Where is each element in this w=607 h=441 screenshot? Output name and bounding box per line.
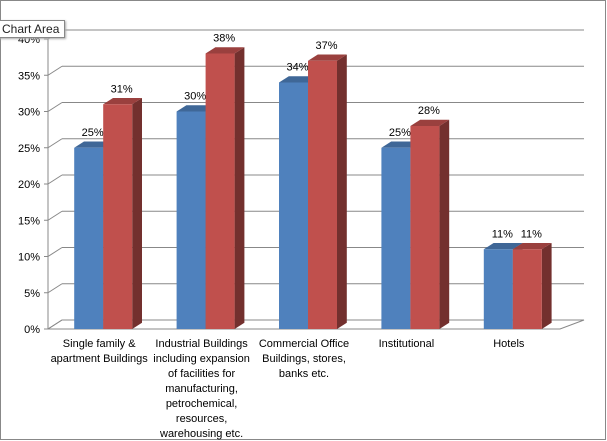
bar-side — [234, 47, 245, 329]
data-label: 28% — [418, 105, 440, 117]
x-tick-label: Hotels — [493, 338, 525, 350]
bar-top — [410, 119, 450, 126]
x-tick-label: Institutional — [378, 338, 435, 350]
bar-side — [541, 242, 552, 329]
bar — [410, 126, 440, 329]
y-tick-label: 5% — [24, 288, 40, 300]
bar-top — [308, 54, 347, 61]
y-tick-label: 25% — [18, 143, 40, 155]
x-tick-label: Commercial Office Buildings, stores, ban… — [258, 338, 350, 380]
grid-depth — [47, 102, 63, 112]
y-tick-label: 15% — [18, 215, 40, 227]
bar-side — [132, 97, 142, 329]
grid-depth — [47, 247, 63, 257]
bar — [483, 249, 513, 329]
data-label: 11% — [521, 228, 542, 240]
grid-depth — [47, 65, 63, 76]
y-tick-label: 20% — [18, 179, 40, 191]
grid-depth — [47, 210, 63, 221]
y-tick-label: 0% — [24, 324, 40, 336]
y-tick-label: 35% — [18, 70, 40, 82]
data-label: 37% — [315, 40, 337, 52]
bar-top — [483, 242, 523, 250]
bar — [279, 82, 308, 329]
y-tick-label: 10% — [18, 252, 40, 264]
bar-side — [337, 54, 347, 329]
grid-depth — [47, 283, 63, 294]
bar — [512, 249, 542, 329]
data-label: 25% — [82, 127, 104, 139]
bar-top — [512, 242, 552, 250]
x-tick-label: Single family & apartment Buildings — [50, 338, 148, 365]
y-tick-label: 30% — [18, 107, 40, 119]
bar-top — [103, 97, 142, 105]
bar-top — [205, 47, 245, 54]
data-label: 25% — [389, 127, 411, 139]
data-label: 38% — [213, 33, 235, 45]
data-label: 11% — [492, 228, 513, 240]
bar — [308, 60, 337, 329]
data-label: 34% — [286, 62, 308, 74]
bar — [176, 111, 206, 329]
bar — [381, 147, 411, 329]
bar — [205, 53, 235, 329]
bar-side — [439, 119, 450, 329]
data-label: 30% — [184, 91, 206, 103]
data-label: 31% — [111, 83, 133, 95]
x-tick-label: Industrial Buildings including expansion… — [153, 338, 250, 440]
bar — [103, 104, 133, 329]
grid-depth — [47, 138, 63, 149]
bar — [74, 147, 104, 329]
grid-depth — [47, 319, 63, 330]
tooltip: Chart Area — [0, 20, 66, 38]
grid-depth — [47, 174, 63, 185]
